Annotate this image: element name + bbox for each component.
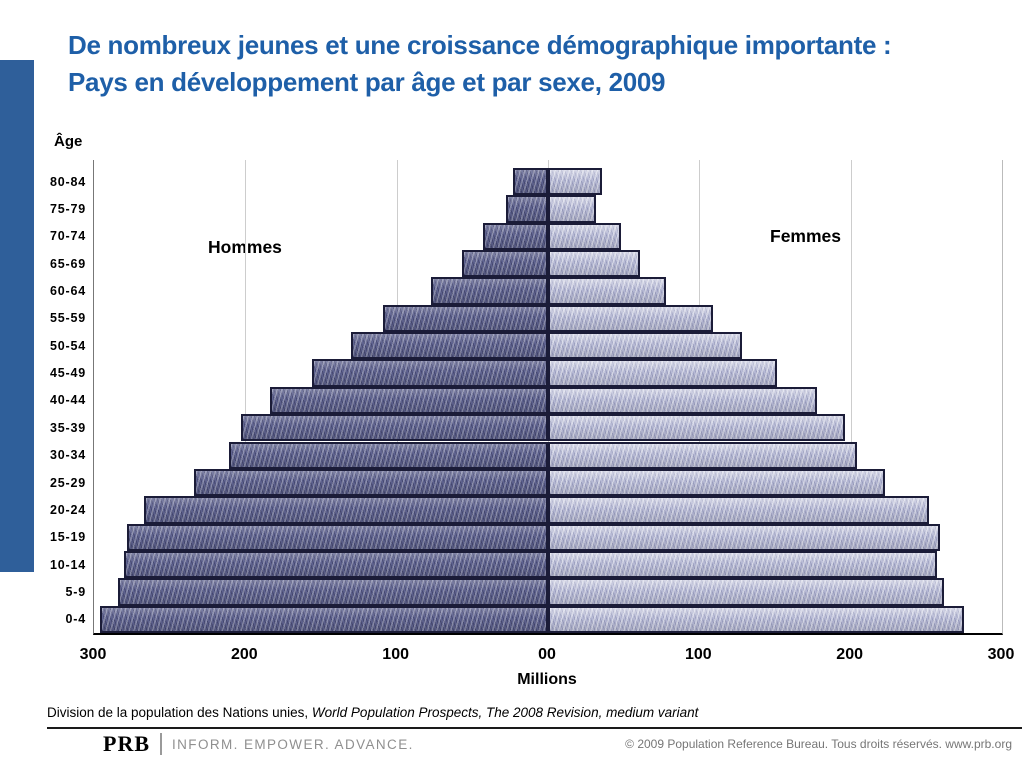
bar-femmes-60-64	[548, 277, 667, 305]
age-tick-label-45-49: 45-49	[50, 366, 86, 381]
gridline	[245, 160, 247, 633]
slide-title: De nombreux jeunes et une croissance dém…	[68, 27, 1008, 101]
bar-hommes-25-29	[193, 468, 548, 497]
bar-femmes-0-4	[548, 605, 965, 633]
accent-bar	[0, 60, 34, 572]
slide-title-line1: De nombreux jeunes et une croissance dém…	[68, 30, 892, 60]
bar-hommes-70-74	[482, 222, 548, 251]
age-tick-label-35-39: 35-39	[50, 420, 86, 435]
bar-femmes-10-14	[548, 550, 937, 579]
bar-femmes-20-24	[548, 496, 930, 524]
bar-femmes-80-84	[548, 168, 603, 196]
source-note-regular: Division de la population des Nations un…	[47, 705, 312, 720]
bar-femmes-25-29	[548, 468, 886, 497]
age-tick-label-30-34: 30-34	[50, 448, 86, 463]
bar-hommes-50-54	[351, 332, 548, 360]
bar-hommes-15-19	[127, 523, 548, 551]
bar-femmes-75-79	[548, 195, 597, 223]
age-axis-labels: 80-84 75-79 70-74 65-69 60-64 55-59 50-54 45-49…	[24, 160, 86, 633]
source-note-italic: World Population Prospects, The 2008 Rev…	[311, 705, 699, 720]
age-tick-label-75-79: 75-79	[50, 202, 86, 217]
x-tick-label-6: 300	[987, 646, 1015, 663]
x-axis-title: Millions	[517, 671, 577, 688]
prb-logo: PRB INFORM. EMPOWER. ADVANCE.	[103, 731, 414, 757]
bar-femmes-70-74	[548, 222, 621, 251]
logo-divider-icon	[160, 733, 162, 755]
age-axis-title: Âge	[54, 133, 83, 150]
bar-hommes-75-79	[505, 195, 548, 223]
source-note: Division de la population des Nations un…	[47, 705, 698, 720]
gridline	[850, 160, 852, 633]
bar-femmes-45-49	[548, 359, 777, 387]
age-tick-label-20-24: 20-24	[50, 502, 86, 517]
footer-divider	[47, 727, 1022, 729]
bar-hommes-40-44	[269, 386, 548, 415]
bar-femmes-30-34	[548, 441, 857, 469]
age-tick-label-50-54: 50-54	[50, 338, 86, 353]
age-tick-label-70-74: 70-74	[50, 229, 86, 244]
copyright-text: © 2009 Population Reference Bureau. Tous…	[625, 737, 1012, 751]
age-tick-label-40-44: 40-44	[50, 393, 86, 408]
bar-hommes-30-34	[228, 441, 548, 469]
bar-hommes-35-39	[240, 414, 548, 442]
x-tick-label-1: 200	[230, 646, 258, 663]
slide-title-line2: Pays en développement par âge et par sex…	[68, 67, 666, 97]
x-tick-label-2: 100	[382, 646, 410, 663]
bar-hommes-60-64	[431, 277, 548, 305]
series-label-femmes: Femmes	[770, 226, 842, 246]
bar-femmes-55-59	[548, 304, 713, 333]
age-tick-label-80-84: 80-84	[50, 174, 86, 189]
bar-hommes-10-14	[124, 550, 548, 579]
bar-femmes-50-54	[548, 332, 742, 360]
bar-hommes-0-4	[100, 605, 548, 633]
plot-area	[93, 160, 1003, 635]
bar-femmes-40-44	[548, 386, 818, 415]
age-tick-label-5-9: 5-9	[65, 584, 86, 599]
age-tick-label-55-59: 55-59	[50, 311, 86, 326]
bar-hommes-45-49	[311, 359, 548, 387]
x-tick-label-0: 300	[79, 646, 107, 663]
bar-femmes-35-39	[548, 414, 845, 442]
age-tick-label-0-4: 0-4	[65, 612, 86, 627]
x-tick-label-3: 00	[538, 646, 556, 663]
series-label-hommes: Hommes	[208, 237, 282, 258]
bar-hommes-80-84	[513, 168, 548, 196]
prb-tagline: INFORM. EMPOWER. ADVANCE.	[172, 736, 414, 752]
bar-hommes-5-9	[118, 578, 548, 606]
age-tick-label-65-69: 65-69	[50, 256, 86, 271]
age-tick-label-25-29: 25-29	[50, 475, 86, 490]
bar-hommes-65-69	[461, 250, 548, 278]
x-tick-label-5: 200	[836, 646, 864, 663]
age-tick-label-60-64: 60-64	[50, 284, 86, 299]
bar-femmes-5-9	[548, 578, 945, 606]
prb-logo-text: PRB	[103, 731, 150, 756]
bar-femmes-15-19	[548, 523, 940, 551]
bar-femmes-65-69	[548, 250, 641, 278]
age-tick-label-10-14: 10-14	[50, 557, 86, 572]
x-tick-label-4: 100	[684, 646, 712, 663]
age-tick-label-15-19: 15-19	[50, 530, 86, 545]
x-axis-labels: 300 200 100 00 100 200 300	[80, 646, 1015, 666]
bar-hommes-55-59	[383, 304, 548, 333]
bar-hommes-20-24	[143, 496, 548, 524]
